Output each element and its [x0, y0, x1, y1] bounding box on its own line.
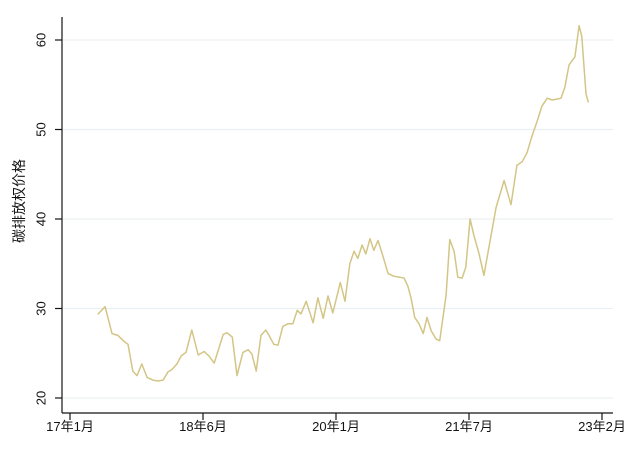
x-tick-label: 23年2月: [578, 419, 626, 434]
y-tick-label: 60: [33, 33, 48, 47]
y-axis-title: 碳排放权价格: [11, 159, 27, 243]
y-tick-label: 20: [33, 391, 48, 405]
y-tick-label: 40: [33, 212, 48, 226]
y-tick-label: 30: [33, 301, 48, 315]
x-tick-label: 21年7月: [445, 419, 493, 434]
y-tick-label: 50: [33, 122, 48, 136]
x-tick-label: 18年6月: [179, 419, 227, 434]
price-series-line: [97, 24, 589, 382]
x-tick-label: 20年1月: [312, 419, 360, 434]
x-tick-label: 17年1月: [46, 419, 94, 434]
